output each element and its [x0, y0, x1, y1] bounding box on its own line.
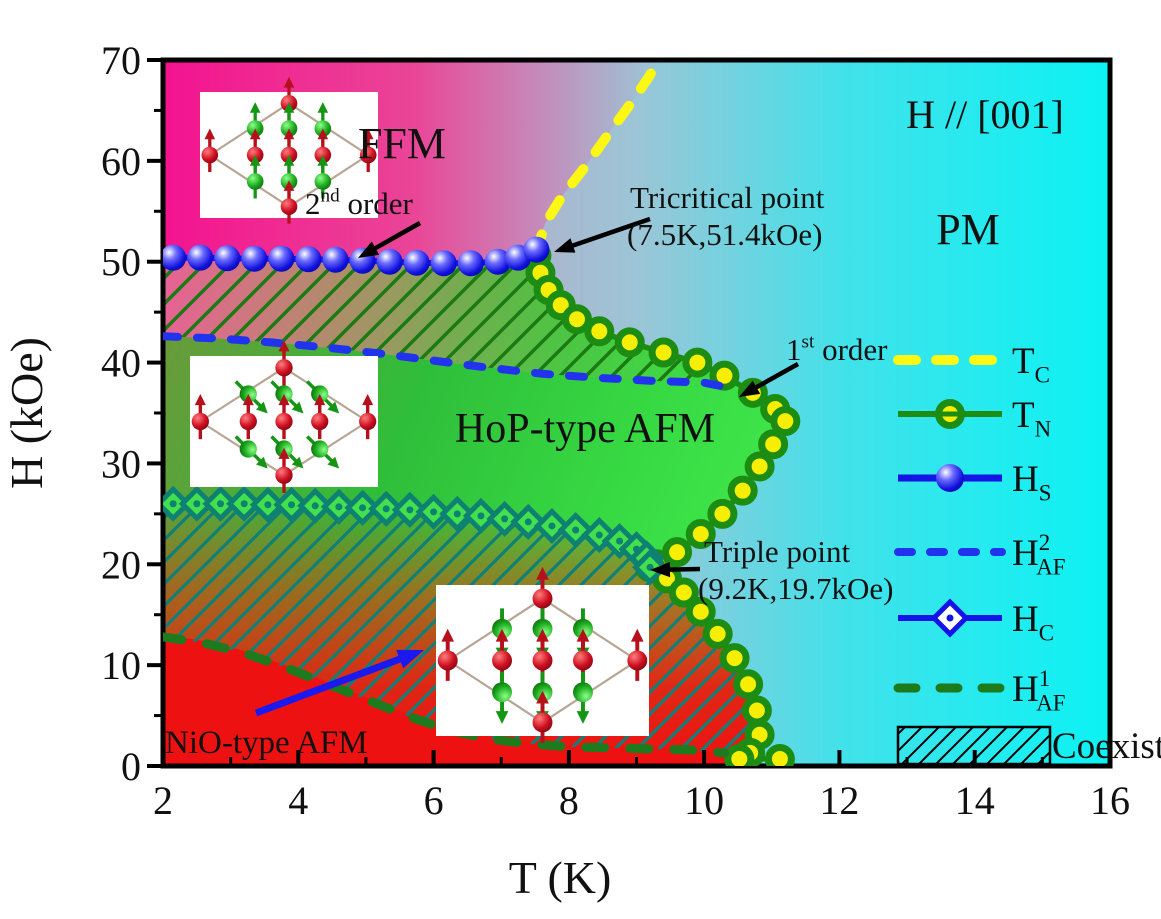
triple-note-line1: Triple point	[650, 534, 851, 578]
nio-label-text: NiO-type AFM	[165, 725, 368, 761]
spin-atom-red-up	[191, 393, 209, 440]
series-TC	[531, 60, 664, 257]
first-order-note-text: 1st order	[786, 332, 888, 367]
spin-atom-green-up	[246, 155, 264, 199]
legend-Tc-label: TC	[1012, 341, 1050, 388]
legend-coexist: Coexist	[896, 725, 1161, 767]
y-tick-label-0: 0	[121, 744, 141, 789]
legend-coexist-label: Coexist	[1052, 726, 1161, 767]
tricritical-note-line2-text: (7.5K,51.4kOe)	[627, 217, 822, 252]
spin-atom-red-up	[627, 628, 648, 681]
ffm-label: FFM	[358, 119, 446, 168]
spin-atom-red-up	[437, 628, 458, 681]
legend-Haf1-label: H1 AF	[1012, 666, 1066, 715]
tricritical-note-line2: (7.5K,51.4kOe)	[627, 217, 822, 252]
spin-atom-red-up	[532, 628, 553, 681]
spin-atom-red-up	[201, 128, 219, 173]
x-tick-label-12: 12	[819, 778, 859, 823]
pm-label: PM	[936, 205, 1000, 254]
x-tick-label-2: 2	[153, 778, 173, 823]
inset-ffm	[200, 76, 378, 224]
spin-atom-red-up	[275, 393, 293, 440]
y-tick-label-10: 10	[101, 643, 141, 688]
inset-hop	[190, 340, 378, 493]
x-tick-label-4: 4	[288, 778, 308, 823]
spin-atom-green-tilt	[306, 435, 340, 469]
legend-Haf2-label: H2 AF	[1012, 530, 1066, 579]
tricritical-note-line1: Tricritical point	[554, 180, 825, 253]
ffm-label-text: FFM	[358, 119, 446, 168]
legend-Tn-label: TN	[1012, 395, 1052, 442]
spin-atom-red-up	[492, 628, 512, 681]
legend-Hc-label: HC	[1012, 599, 1054, 646]
x-tick-label-6: 6	[424, 778, 444, 823]
field-direction-label: H // [001]	[906, 92, 1064, 137]
nio-label: NiO-type AFM	[165, 725, 368, 761]
y-tick-label-30: 30	[101, 441, 141, 486]
tricritical-note-line1-text: Tricritical point	[630, 180, 825, 215]
hop-label-text: HoP-type AFM	[455, 406, 715, 452]
legend-Tn: TN	[898, 395, 1052, 442]
x-tick-label-10: 10	[684, 778, 724, 823]
hop-label: HoP-type AFM	[455, 406, 715, 452]
spin-atom-red-up	[532, 690, 553, 743]
first-order-note: 1st order	[739, 332, 888, 397]
region-hatch-upper	[163, 253, 735, 389]
legend-Haf2: H2 AF	[894, 530, 1066, 580]
y-axis-label: H (kOe)	[1, 337, 52, 489]
x-tick-label-14: 14	[955, 778, 995, 823]
spin-atom-red-up	[239, 393, 257, 440]
second-order-note-text: 2nd order	[305, 186, 414, 221]
y-tick-label-50: 50	[101, 240, 141, 285]
region-red-solid	[163, 634, 738, 766]
legend-Tc: TC	[893, 341, 1050, 388]
spin-atom-red-up	[311, 393, 329, 440]
spin-atom-green-tilt	[234, 435, 268, 469]
series-HAF1	[163, 632, 729, 758]
legend-Haf1: H1 AF	[893, 666, 1066, 716]
field-direction-label-text: H // [001]	[906, 92, 1064, 137]
inset-nio	[436, 566, 649, 743]
spin-atom-red-up	[280, 180, 298, 224]
triple-note-line2-text: (9.2K,19.7kOe)	[698, 571, 893, 606]
x-axis-label: T (K)	[509, 852, 612, 903]
x-tick-label-8: 8	[559, 778, 579, 823]
y-tick-label-70: 70	[101, 38, 141, 83]
series-HAF2	[163, 332, 739, 393]
triple-note-line1-text: Triple point	[704, 534, 851, 569]
spin-atom-red-up	[359, 128, 377, 173]
legend-Hs-label: HS	[1012, 459, 1052, 506]
series-HS	[163, 236, 550, 277]
spin-atom-green-down	[492, 671, 512, 724]
legend-Hs: HS	[898, 459, 1052, 506]
pm-label-text: PM	[936, 205, 1000, 254]
axes-frame: 2 4 6 8 10 12 14 16 0 10 20 30 40 50 60 70	[101, 38, 1130, 823]
spin-atom-red-up	[275, 447, 293, 493]
spin-atom-green-down	[573, 671, 593, 724]
series-HC	[163, 485, 669, 586]
triple-note-line2: (9.2K,19.7kOe)	[698, 571, 893, 606]
y-tick-label-40: 40	[101, 341, 141, 386]
x-tick-label-16: 16	[1090, 778, 1130, 823]
spin-atom-green-up	[314, 155, 332, 199]
nio-inset-pointer	[254, 649, 424, 717]
legend-Hc: HC	[898, 598, 1054, 646]
spin-atom-red-up	[275, 340, 293, 386]
y-tick-label-60: 60	[101, 139, 141, 184]
spin-atom-red-up	[359, 393, 377, 440]
y-tick-label-20: 20	[101, 542, 141, 587]
second-order-note: 2nd order	[305, 186, 422, 258]
